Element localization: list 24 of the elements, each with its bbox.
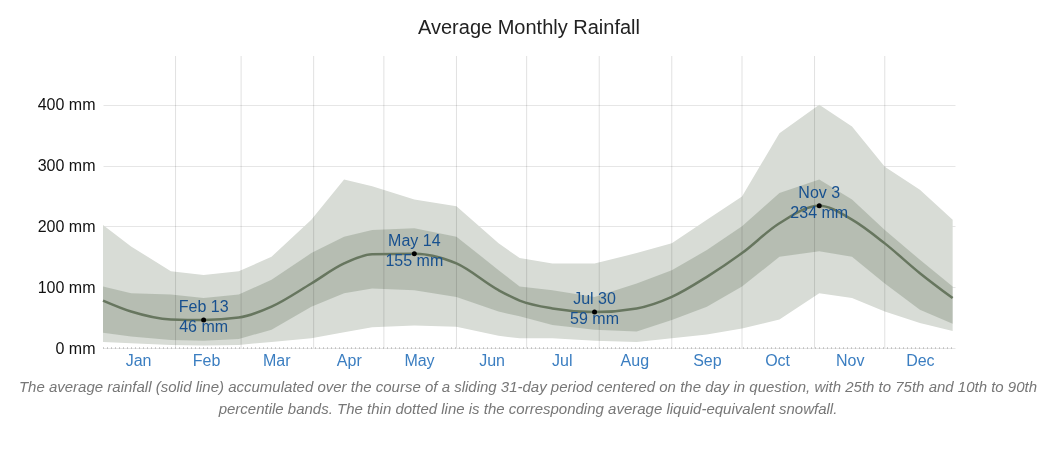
y-tick-label: 0 mm	[55, 339, 96, 357]
y-tick-label: 400 mm	[37, 96, 96, 114]
chart-title: Average Monthly Rainfall	[418, 15, 640, 38]
x-tick-label: May	[404, 351, 435, 369]
annotation: Jul 30 59 mm	[570, 290, 619, 328]
y-tick-label: 200 mm	[37, 217, 96, 235]
annotation: May 14 155 mm	[385, 231, 444, 269]
x-tick-label: Mar	[262, 351, 292, 369]
annotation: Nov 3 234 mm	[790, 183, 849, 221]
text: The average rainfall (solid line) accumulated over the course of a sliding 31-day period centered on the day in question, with 25th to 75th and 10th to 90th percentile bands. The thin dotted line is the corresponding average liquid-equivalent snowfall.	[17, 377, 1039, 419]
y-tick-label: 100 mm	[37, 278, 96, 296]
x-tick-label: Dec	[906, 351, 935, 369]
x-tick-label: Sep	[693, 351, 722, 369]
x-tick-label: Jan	[125, 351, 152, 369]
y-tick-label: 300 mm	[37, 157, 96, 174]
x-tick-label: Jun	[479, 351, 505, 369]
x-tick-label: Nov	[835, 351, 865, 369]
x-tick-label: Jul	[552, 351, 573, 369]
x-tick-label: Oct	[765, 351, 791, 369]
x-tick-label: Aug	[620, 351, 650, 369]
line-series	[101, 204, 954, 322]
x-tick-label: Feb	[192, 351, 221, 369]
x-tick-label: Apr	[336, 351, 363, 369]
annotation: Feb 13 46 mm	[178, 298, 229, 336]
